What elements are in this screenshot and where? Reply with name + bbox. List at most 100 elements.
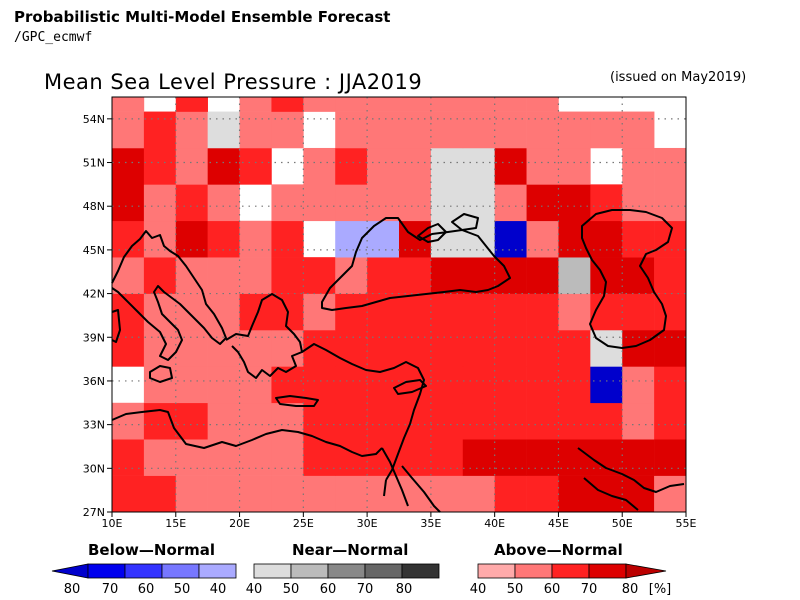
grid-cell (143, 439, 177, 476)
grid-cell (558, 220, 591, 258)
grid-cell (112, 402, 145, 440)
grid-cell (494, 329, 527, 367)
grid-cell (430, 257, 464, 294)
legend-above-bar (477, 563, 667, 579)
grid-cell (335, 184, 368, 222)
grid-cell (143, 475, 177, 513)
coastline-crimea (417, 223, 447, 243)
grid-cell (239, 439, 272, 476)
legend-swatch (401, 563, 440, 579)
grid-cell (526, 257, 559, 294)
grid-cell (590, 220, 623, 258)
grid-cell (335, 293, 368, 331)
grid-cell (367, 111, 400, 149)
grid-cell (303, 147, 336, 185)
grid-cell (526, 184, 559, 222)
grid-cell (207, 220, 240, 258)
legend-swatch (514, 563, 553, 579)
grid-cell (271, 257, 304, 294)
grid-cell (335, 111, 368, 149)
grid-cell (590, 111, 623, 149)
grid-cell (654, 475, 687, 513)
grid-cell (654, 402, 687, 440)
grid-cell (494, 111, 527, 149)
grid-cell (112, 184, 145, 222)
grid-cell (112, 97, 145, 112)
grid-cell (494, 366, 527, 404)
grid-cell (239, 366, 272, 404)
legend-below-title: Below—Normal (88, 541, 216, 559)
map-frame (111, 96, 687, 513)
grid-cell (335, 475, 368, 513)
legend-label: 50 (174, 582, 191, 597)
grid-cell (558, 257, 591, 294)
grid-cell (430, 475, 464, 513)
grid-cell (399, 366, 432, 404)
grid-cell (558, 184, 591, 222)
lat-tick-label: 33N (83, 419, 105, 432)
coastline-sardinia (111, 309, 121, 343)
grid-cell (622, 111, 655, 149)
grid-cell (239, 293, 272, 331)
grid-cell (622, 257, 655, 294)
grid-cell (399, 184, 432, 222)
grid-cell (303, 439, 336, 476)
grid-cell (112, 147, 145, 185)
lon-tick-label: 50E (612, 517, 633, 530)
coastlines (111, 209, 685, 513)
grid-cell (558, 475, 591, 513)
lon-tick-label: 40E (484, 517, 505, 530)
legend-swatch (477, 563, 516, 579)
grid-cell (335, 147, 368, 185)
forecast-header: Probabilistic Multi-Model Ensemble Forec… (14, 8, 391, 26)
grid-cell (367, 184, 400, 222)
map-title: Mean Sea Level Pressure : JJA2019 (44, 70, 423, 94)
grid-cell (175, 293, 208, 331)
grid-cell (112, 293, 145, 331)
grid-cell (399, 439, 432, 476)
grid-cell (271, 402, 304, 440)
grid-cell (558, 329, 591, 367)
legend-swatch (551, 563, 590, 579)
grid-cell (335, 366, 368, 404)
lat-tick-label: 54N (83, 113, 105, 126)
grid-cell (175, 147, 208, 185)
grid-cell (462, 366, 495, 404)
grid-cell (271, 329, 304, 367)
grid-cell (494, 475, 527, 513)
grid-cell (367, 402, 400, 440)
legend-label: 80 (396, 582, 413, 597)
source-label: /GPC_ecmwf (14, 30, 93, 45)
grid-cell (271, 111, 304, 149)
coastline-red-sea (381, 447, 441, 513)
grid-cell (526, 475, 559, 513)
legend-swatch (364, 563, 403, 579)
grid-cell (558, 366, 591, 404)
grid-cell (494, 293, 527, 331)
grid-cell (399, 329, 432, 367)
grid-cell (558, 439, 591, 476)
grid-cell (399, 111, 432, 149)
lon-tick-label: 45E (548, 517, 569, 530)
grid-cell (494, 97, 527, 112)
grid-cell (622, 220, 655, 258)
coastline-europe-italy (111, 230, 227, 361)
lon-tick-label: 55E (676, 517, 697, 530)
grid-cell (271, 220, 304, 258)
legend-label: 70 (581, 582, 598, 597)
legend-label: 40 (210, 582, 227, 597)
lat-tick-label: 30N (83, 462, 105, 475)
grid-cell (622, 147, 655, 185)
lon-tick-label: 30E (357, 517, 378, 530)
grid-cell (207, 147, 240, 185)
grid-cell (367, 329, 400, 367)
grid-cell (526, 220, 559, 258)
grid-cell (143, 111, 177, 149)
legend-swatch (290, 563, 329, 579)
legend-label: 40 (470, 582, 487, 597)
legend-above-title: Above—Normal (494, 541, 623, 559)
grid-cell (430, 147, 464, 185)
lon-tick-label: 35E (420, 517, 441, 530)
coastline-persian-gulf (577, 447, 685, 493)
